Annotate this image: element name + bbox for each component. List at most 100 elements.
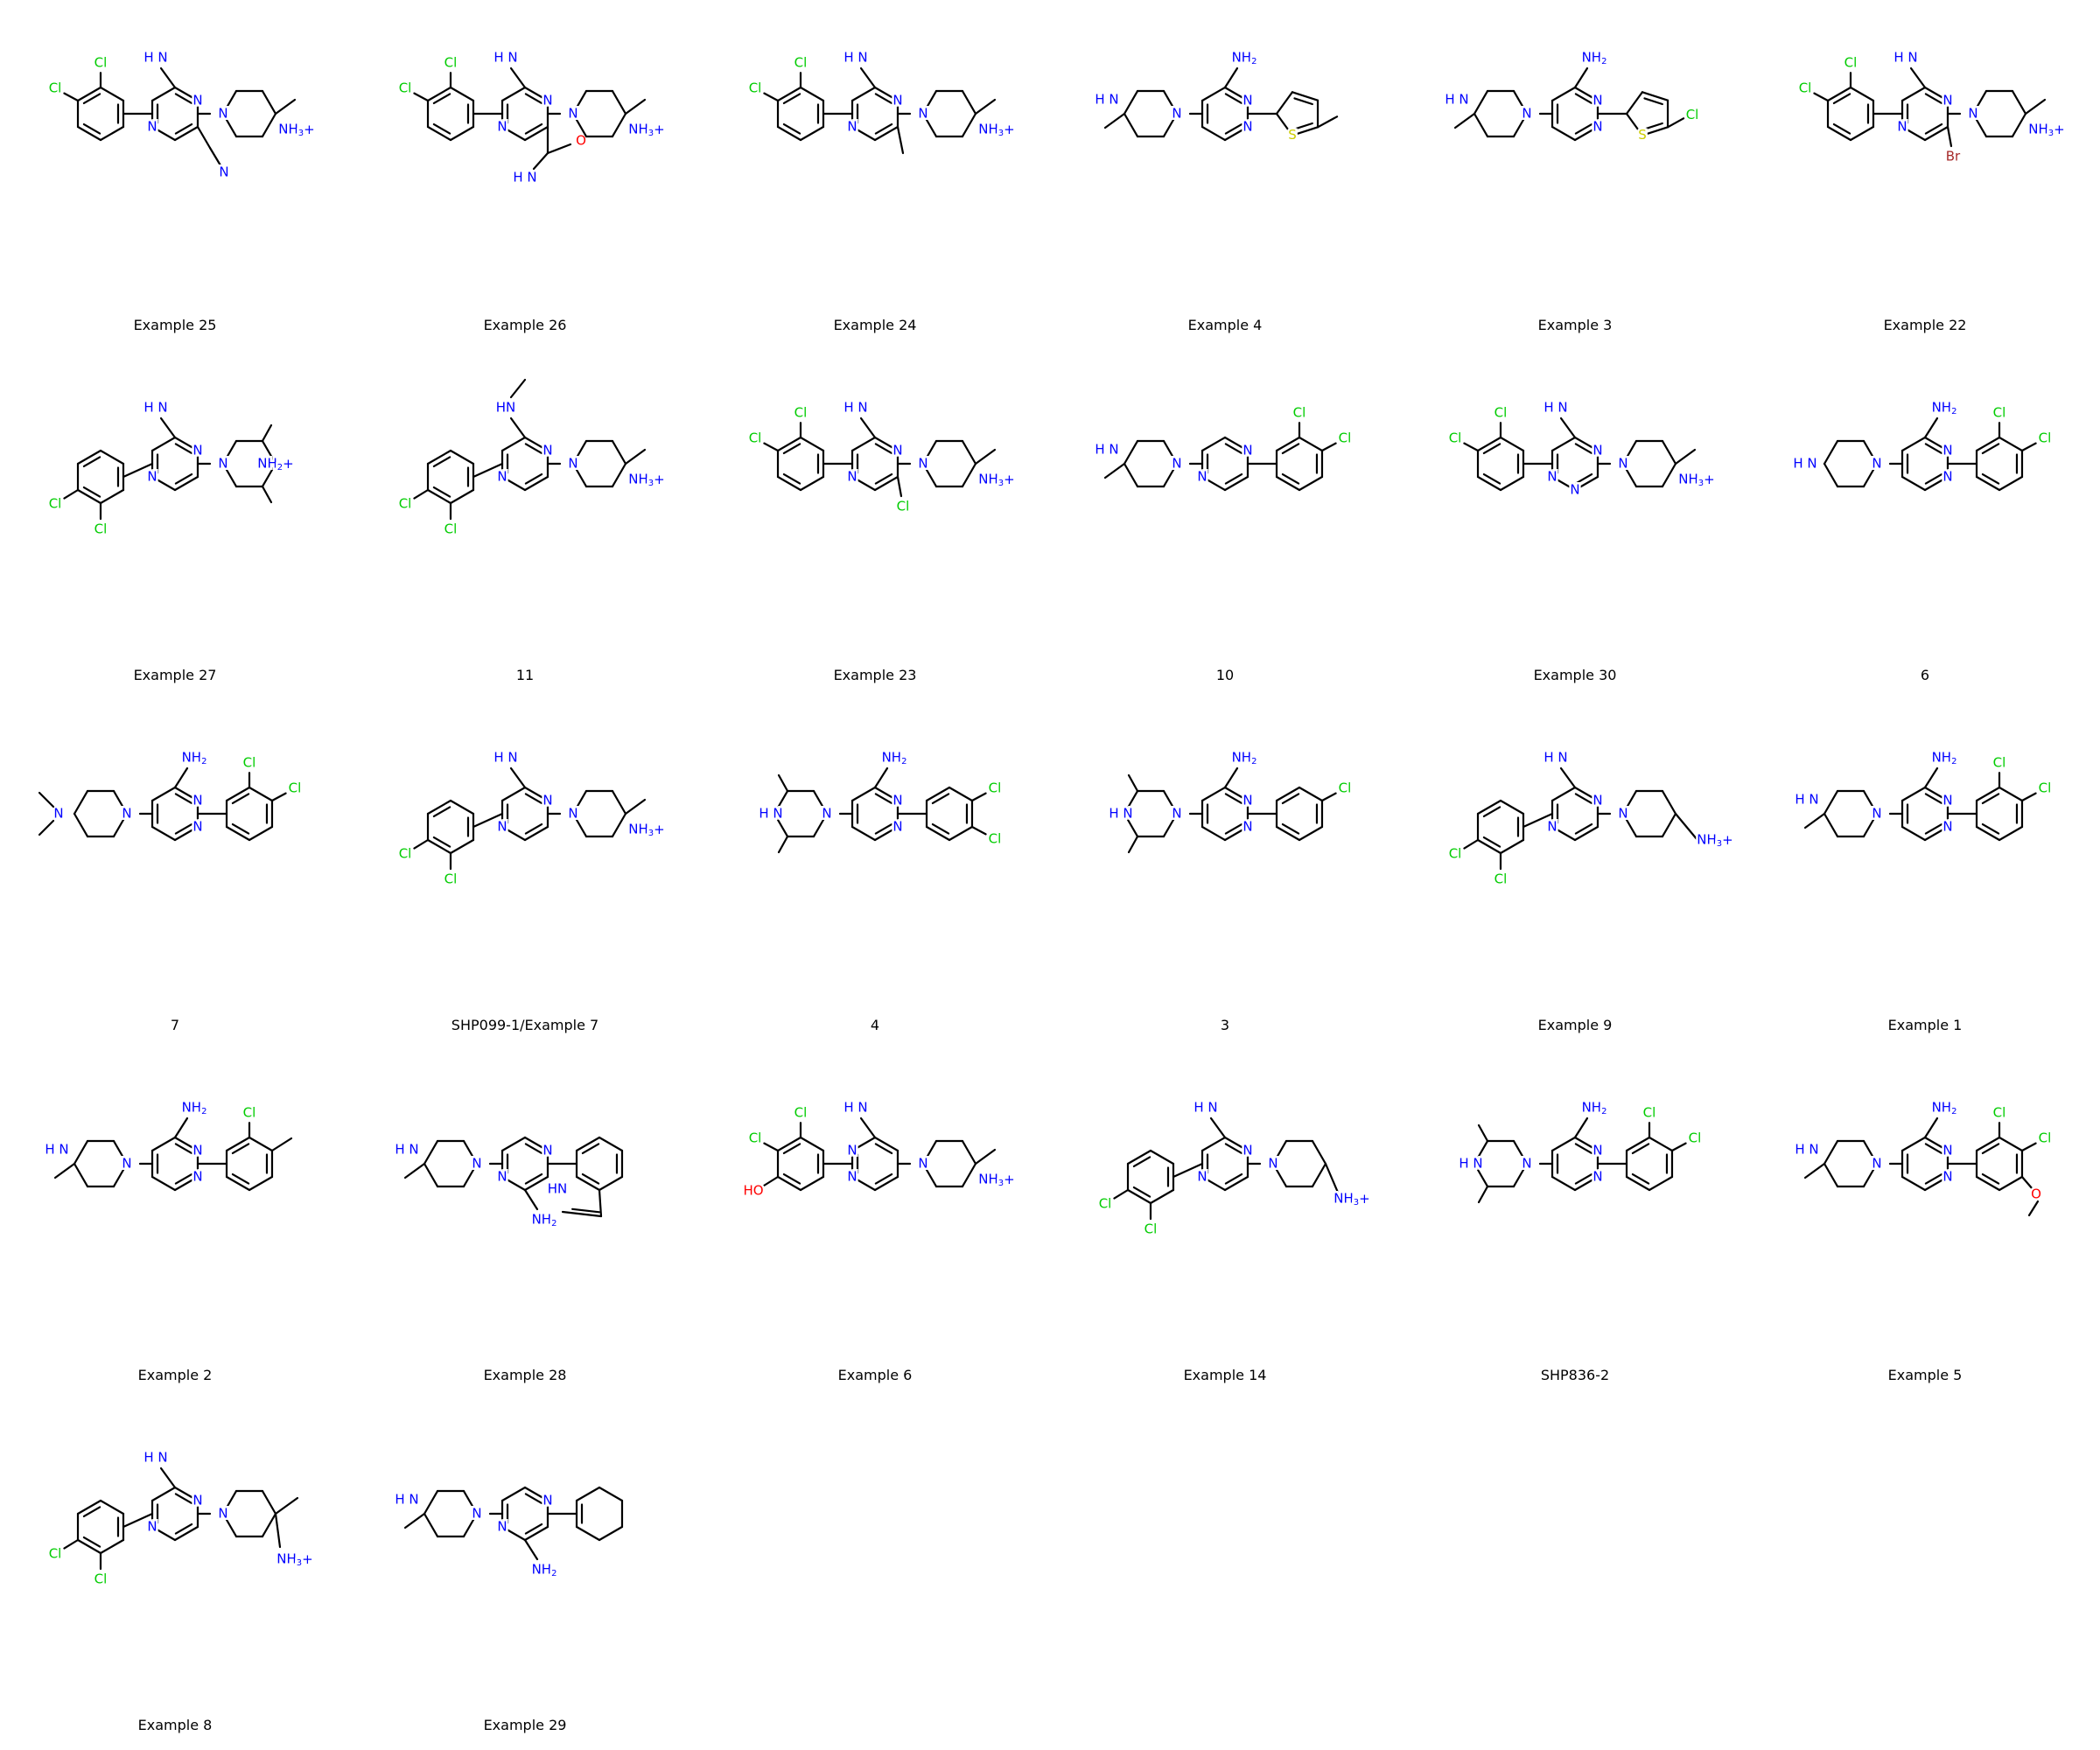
thiophene-ring bbox=[1275, 91, 1294, 116]
tail-ring bbox=[73, 812, 89, 838]
tail-ring bbox=[1823, 789, 1839, 816]
tail-ring bbox=[1823, 462, 1839, 488]
amine-label: H N bbox=[1544, 400, 1567, 416]
core-ring bbox=[524, 122, 543, 135]
aryl-ring bbox=[1281, 822, 1300, 835]
methyl-bond bbox=[38, 791, 55, 808]
molecule-caption: Example 24 bbox=[833, 317, 917, 333]
tail-ring bbox=[1862, 812, 1879, 838]
aryl-ring bbox=[1998, 1136, 2024, 1152]
molecule-cell: N N Cl Cl H N NH3+ N Example 14 bbox=[1050, 1050, 1400, 1400]
ammonium-label: NH3+ bbox=[628, 472, 664, 489]
chlorine-label: Cl bbox=[49, 80, 62, 96]
chloro-bond bbox=[896, 475, 903, 498]
tail-ring bbox=[221, 439, 238, 466]
core-ring bbox=[1900, 1175, 1927, 1192]
chlorine-label: Cl bbox=[399, 496, 412, 512]
aryl-ring bbox=[449, 86, 475, 102]
chloro-bond bbox=[763, 1142, 780, 1152]
structure-drawing: N N Cl Cl H N NH3+ N bbox=[46, 1447, 315, 1589]
ammonium-label: NH3+ bbox=[276, 1551, 312, 1569]
thiophene-ring bbox=[1643, 122, 1663, 130]
core-ring bbox=[850, 1175, 877, 1192]
aryl-ring bbox=[449, 449, 475, 466]
core-ring bbox=[174, 822, 193, 835]
aryl-ring bbox=[99, 125, 125, 142]
amine-label: H N bbox=[494, 750, 517, 766]
tail-ring bbox=[961, 1162, 977, 1188]
aryl-ring bbox=[1298, 786, 1324, 802]
core-ring bbox=[850, 825, 877, 842]
chlorine-label: Cl bbox=[1449, 430, 1462, 446]
molecule-cell: N N Cl Cl H N NH3+ N Example 9 bbox=[1400, 700, 1750, 1050]
core-ring bbox=[150, 1175, 177, 1192]
core-ring bbox=[1550, 1136, 1577, 1152]
cyclohexenyl-ring bbox=[575, 1525, 601, 1542]
chloro-bond bbox=[1666, 117, 1685, 129]
aryl-ring bbox=[82, 93, 102, 105]
molecule-caption: 6 bbox=[1920, 667, 1930, 683]
core-ring bbox=[500, 1486, 527, 1502]
structure-drawing: N N Cl Cl H N NH2+ N bbox=[46, 397, 296, 539]
aryl-ring bbox=[1832, 122, 1852, 135]
core-ring bbox=[874, 1143, 893, 1155]
core-ring bbox=[1550, 475, 1577, 492]
aryl-ring bbox=[248, 1136, 274, 1152]
biaryl-bond bbox=[122, 1512, 154, 1529]
molecule-cell: N N Cl Cl HO H N NH3+ N Example 6 bbox=[700, 1050, 1050, 1400]
aryl-ring bbox=[776, 125, 802, 142]
core-ring bbox=[1200, 1136, 1227, 1152]
aryl-ring bbox=[76, 1538, 102, 1555]
aryl-ring bbox=[231, 1143, 250, 1155]
chlorine-label: Cl bbox=[399, 80, 412, 96]
tail-ring bbox=[1473, 1162, 1489, 1188]
core-ring bbox=[873, 436, 900, 452]
tail-ring bbox=[423, 1512, 439, 1538]
nitrogen-label: N bbox=[192, 1143, 202, 1158]
tail-ring bbox=[1512, 1139, 1529, 1166]
aryl-ring bbox=[1975, 436, 2001, 452]
aryl-ring bbox=[432, 836, 452, 848]
piperidine-nitrogen: N bbox=[1968, 106, 1978, 122]
core-ring bbox=[874, 472, 893, 485]
structure-drawing: N N Cl Cl H N NH3+ N bbox=[1446, 747, 1735, 889]
indole-bond bbox=[571, 1208, 601, 1214]
ammonium-label: H N bbox=[1095, 442, 1118, 458]
core-ring bbox=[174, 1493, 193, 1505]
aryl-ring bbox=[99, 488, 125, 505]
thiophene-ring bbox=[1291, 126, 1320, 136]
nitrogen-label: N bbox=[847, 119, 857, 135]
aryl-ring bbox=[432, 93, 452, 105]
core-ring bbox=[873, 475, 900, 492]
nitrile-nitrogen: N bbox=[219, 164, 228, 180]
piperidine-nitrogen: N bbox=[218, 456, 228, 472]
ammonium-label: NH3+ bbox=[2028, 122, 2064, 139]
amine-bond bbox=[509, 766, 527, 789]
core-ring bbox=[1923, 825, 1950, 842]
ammonium-label: NH3+ bbox=[1334, 1191, 1369, 1208]
core-ring bbox=[1223, 1175, 1250, 1192]
core-ring bbox=[1224, 1172, 1243, 1185]
amine-label: NH2 bbox=[532, 1212, 557, 1229]
tail-ring bbox=[112, 1162, 129, 1188]
chloro-bond bbox=[1320, 442, 1337, 452]
tail-ring bbox=[571, 89, 588, 116]
ammonium-label: NH3+ bbox=[628, 122, 664, 139]
core-ring bbox=[174, 1522, 193, 1535]
biaryl-bond bbox=[122, 462, 154, 479]
core-ring bbox=[524, 93, 543, 105]
aryl-ring bbox=[449, 838, 475, 855]
nitrogen-label: N bbox=[192, 1493, 202, 1508]
amine-label: H N bbox=[844, 1100, 867, 1116]
aryl-ring bbox=[1476, 436, 1502, 452]
core-ring bbox=[523, 1136, 550, 1152]
molecule-caption: Example 29 bbox=[483, 1717, 567, 1733]
chlorine-label: Cl bbox=[1449, 846, 1462, 862]
nitrogen-label: N bbox=[192, 819, 202, 835]
core-ring bbox=[524, 472, 543, 485]
structure-drawing: N N Cl Cl H N NH3+ N bbox=[746, 47, 1017, 155]
core-ring bbox=[524, 1493, 543, 1505]
